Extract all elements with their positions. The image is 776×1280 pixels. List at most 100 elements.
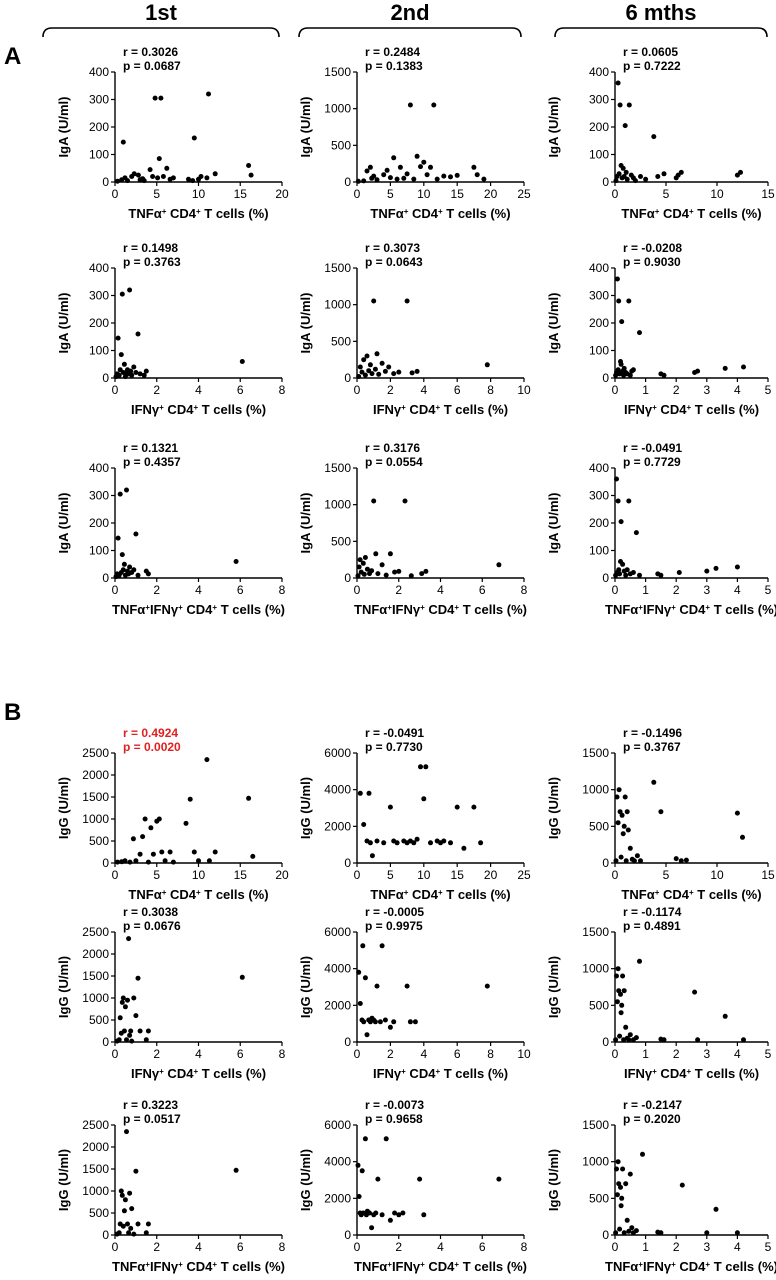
x-tick-label: 15 xyxy=(234,187,248,201)
data-point xyxy=(117,1015,123,1021)
x-tick-label: 0 xyxy=(354,868,361,882)
r-value: r = -0.0073 xyxy=(365,1098,424,1112)
x-tick-label: 15 xyxy=(761,868,775,882)
data-point xyxy=(614,1166,619,1172)
data-point xyxy=(618,1203,624,1209)
data-point xyxy=(127,1032,133,1038)
data-point xyxy=(141,372,147,378)
x-axis-label: TNFα+IFNγ+ CD4+ T cells (%) xyxy=(354,602,527,617)
data-point xyxy=(367,164,373,170)
data-point xyxy=(741,364,746,370)
data-point xyxy=(248,172,254,178)
data-point xyxy=(454,172,460,178)
data-point xyxy=(364,168,370,174)
data-point xyxy=(627,372,633,378)
y-tick-label: 0 xyxy=(344,856,351,870)
x-tick-label: 4 xyxy=(437,583,444,597)
data-point xyxy=(627,845,633,851)
data-point xyxy=(625,827,631,833)
data-point xyxy=(204,757,210,763)
data-point xyxy=(411,176,417,182)
data-point xyxy=(376,371,382,377)
data-point xyxy=(634,853,640,859)
x-tick-label: 2 xyxy=(673,383,680,397)
y-tick-label: 100 xyxy=(89,344,109,358)
data-point xyxy=(122,1004,128,1010)
data-point xyxy=(387,175,393,181)
y-tick-label: 0 xyxy=(102,371,109,385)
data-point xyxy=(164,165,170,171)
data-point xyxy=(692,989,698,995)
data-point xyxy=(233,1167,239,1173)
data-point xyxy=(620,831,626,837)
p-value: p = 0.0517 xyxy=(123,1112,181,1126)
x-tick-label: 5 xyxy=(765,1240,772,1254)
data-point xyxy=(120,567,126,573)
data-point xyxy=(364,1032,370,1038)
x-tick-label: 15 xyxy=(451,187,465,201)
p-value: p = 0.0554 xyxy=(365,455,423,469)
p-value: p = 0.9658 xyxy=(365,1112,423,1126)
y-tick-label: 0 xyxy=(602,175,609,189)
data-point xyxy=(115,335,121,341)
x-tick-label: 4 xyxy=(420,1047,427,1061)
x-tick-label: 8 xyxy=(279,1047,286,1061)
data-point xyxy=(120,1223,126,1229)
data-point xyxy=(379,562,385,568)
data-point xyxy=(396,1212,402,1218)
data-point xyxy=(369,371,375,377)
data-point xyxy=(122,858,128,864)
data-point xyxy=(128,1225,134,1231)
data-point xyxy=(362,555,368,560)
data-point xyxy=(121,361,127,367)
data-point xyxy=(740,834,745,840)
y-tick-label: 6000 xyxy=(324,1118,351,1132)
y-axis-label: IgA (U/ml) xyxy=(56,493,71,554)
data-point xyxy=(620,165,626,171)
y-tick-label: 2500 xyxy=(82,1118,109,1132)
data-point xyxy=(362,372,368,378)
y-axis-label: IgG (U/ml) xyxy=(546,777,561,839)
y-tick-label: 500 xyxy=(589,1191,609,1205)
data-point xyxy=(621,988,627,994)
data-point xyxy=(496,562,502,568)
data-point xyxy=(361,822,367,827)
data-point xyxy=(131,171,137,177)
data-point xyxy=(627,1171,633,1177)
x-tick-label: 0 xyxy=(354,187,361,201)
data-point xyxy=(618,991,623,997)
data-point xyxy=(355,1162,361,1168)
y-tick-label: 400 xyxy=(89,65,109,79)
data-point xyxy=(129,1206,135,1212)
data-point xyxy=(619,1002,625,1008)
data-point xyxy=(121,1208,127,1214)
x-tick-label: 6 xyxy=(454,1047,461,1061)
data-point xyxy=(621,1230,627,1236)
data-point xyxy=(367,362,373,368)
data-point xyxy=(364,566,370,572)
data-point xyxy=(661,372,667,378)
y-tick-label: 1500 xyxy=(324,65,351,79)
data-point xyxy=(623,1024,629,1030)
data-point xyxy=(624,1217,630,1223)
y-tick-label: 0 xyxy=(102,1228,109,1242)
p-value: p = 0.4891 xyxy=(623,919,681,933)
data-point xyxy=(371,173,377,179)
data-point xyxy=(441,173,447,179)
x-tick-label: 5 xyxy=(387,868,394,882)
data-point xyxy=(187,796,193,802)
x-tick-label: 1 xyxy=(642,1047,649,1061)
data-point xyxy=(620,561,626,567)
data-point xyxy=(125,997,130,1003)
data-point xyxy=(357,557,363,563)
y-tick-label: 500 xyxy=(89,1206,109,1220)
data-point xyxy=(116,1037,122,1043)
data-point xyxy=(122,1197,128,1203)
x-axis-label: TNFα+ CD4+ T cells (%) xyxy=(621,887,761,902)
data-point xyxy=(131,1231,137,1237)
data-point xyxy=(137,371,143,377)
